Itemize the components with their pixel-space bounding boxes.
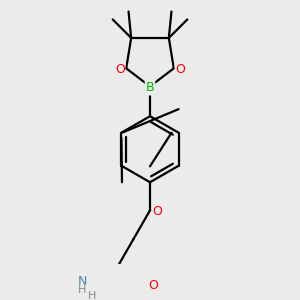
Text: N: N xyxy=(77,274,87,288)
Text: H: H xyxy=(78,285,86,295)
Text: H: H xyxy=(88,291,96,300)
Text: O: O xyxy=(175,63,185,76)
Text: B: B xyxy=(146,82,154,94)
Text: O: O xyxy=(115,63,125,76)
Text: O: O xyxy=(148,279,158,292)
Text: O: O xyxy=(152,205,162,218)
